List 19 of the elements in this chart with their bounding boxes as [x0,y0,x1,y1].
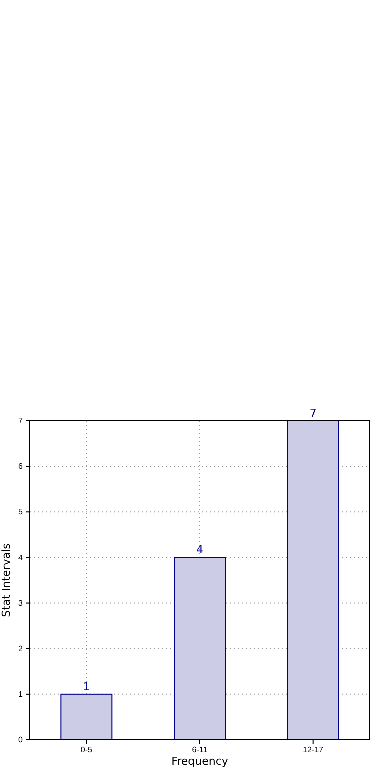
data-label: 7 [310,407,317,420]
y-tick-label: 4 [18,553,24,562]
bar [60,694,113,740]
y-tick-label: 0 [18,736,24,745]
x-tick-label: 0-5 [80,746,93,755]
y-tick-label: 2 [18,644,24,654]
y-tick-label: 6 [18,462,24,472]
y-tick-label: 3 [18,598,24,608]
y-tick-label: 1 [18,690,24,699]
bar [287,420,340,740]
y-tick-label: 7 [18,416,24,426]
bar [174,557,226,740]
data-label: 1 [83,680,90,694]
y-axis-title: Stat Intervals [0,543,13,618]
data-label: 4 [196,544,204,557]
y-tick-label: 5 [18,508,24,517]
x-axis-title: Frequency [172,755,229,768]
x-tick-label: 12-17 [303,746,324,755]
x-tick-label: 6-11 [192,746,208,755]
